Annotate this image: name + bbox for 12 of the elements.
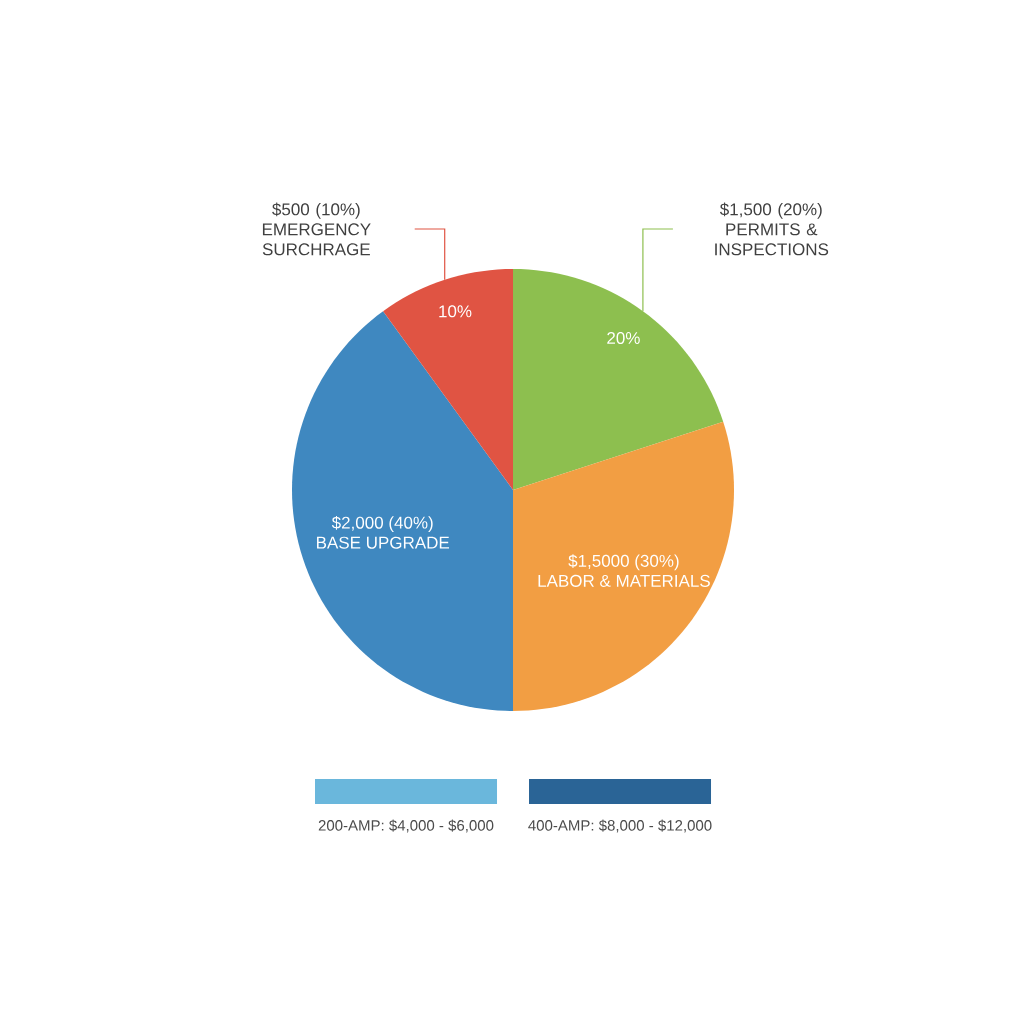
text: 400-AMP: $8,000 - $12,000 [528, 819, 712, 833]
text: 20% [607, 331, 640, 345]
data-label: $1,500 (20%) [719, 202, 822, 219]
data-label: $500 (10%) [272, 202, 360, 219]
data-label: $2,000 (40%) [331, 515, 433, 533]
slice-label: EMERGENCY SURCHRAGE [262, 223, 371, 256]
data-label: $1,5000 (30%) [568, 554, 679, 571]
text: 10% [439, 305, 472, 318]
slice-label: BASE UPGRADE [317, 536, 450, 549]
slice-label: LABOR & MATERIALS [538, 574, 710, 587]
slice-label: PERMITS & INSPECTIONS [715, 223, 829, 256]
text: 200-AMP: $4,000 - $6,000 [318, 819, 494, 833]
